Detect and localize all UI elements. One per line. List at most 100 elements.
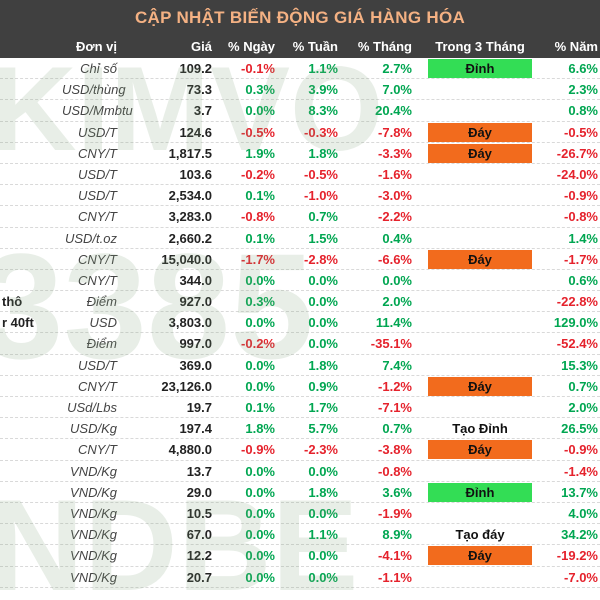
trend-3-month-cell <box>428 313 532 332</box>
price-cell: 23,126.0 <box>161 378 212 394</box>
trend-3-month-cell: Đáy <box>428 546 532 566</box>
week-change-cell: 1.8% <box>308 357 338 373</box>
month-change-cell: -0.8% <box>378 463 412 479</box>
day-change-cell: 0.0% <box>245 272 275 288</box>
unit-cell: VND/Kg <box>70 484 117 500</box>
commodity-name <box>0 164 64 185</box>
table-row[interactable]: VND/Kg 67.0 0.0% 1.1% 8.9% Tạo đáy 34.2% <box>0 524 600 546</box>
header-unit[interactable]: Đơn vị <box>75 39 117 54</box>
week-change-cell: 1.8% <box>308 145 338 161</box>
price-cell: 927.0 <box>179 294 212 310</box>
trend-3-month-cell <box>428 229 532 248</box>
week-change-cell: 0.9% <box>308 378 338 394</box>
unit-cell: CNY/T <box>78 145 117 161</box>
table-row[interactable]: USD/Kg 197.4 1.8% 5.7% 0.7% Tạo Đỉnh 26.5% <box>0 418 600 440</box>
table-row[interactable]: USd/Lbs 19.7 0.1% 1.7% -7.1% 2.0% <box>0 397 600 419</box>
month-change-cell: 7.4% <box>382 357 412 373</box>
price-cell: 2,660.2 <box>168 230 212 246</box>
table-row[interactable]: VND/Kg 29.0 0.0% 1.8% 3.6% Đỉnh 13.7% <box>0 482 600 503</box>
table-row[interactable]: VND/Kg 12.2 0.0% 0.0% -4.1% Đáy -19.2% <box>0 545 600 567</box>
week-change-cell: -0.3% <box>304 124 338 140</box>
month-change-cell: 0.7% <box>382 421 412 437</box>
month-change-cell: -3.8% <box>378 442 412 458</box>
month-change-cell: 0.4% <box>382 230 412 246</box>
header-week-change[interactable]: % Tuần <box>292 39 338 54</box>
table-row[interactable]: VND/Kg 20.7 0.0% 0.0% -1.1% -7.0% <box>0 567 600 588</box>
table-row[interactable]: CNY/T 3,283.0 -0.8% 0.7% -2.2% -0.8% <box>0 206 600 228</box>
week-change-cell: 0.0% <box>308 463 338 479</box>
unit-cell: Điểm <box>86 336 117 352</box>
commodity-name <box>0 228 64 249</box>
table-row[interactable]: USD/T 2,534.0 0.1% -1.0% -3.0% -0.9% <box>0 185 600 207</box>
year-change-cell: -7.0% <box>564 569 598 585</box>
price-cell: 197.4 <box>179 421 212 437</box>
trend-3-month-cell: Tạo Đỉnh <box>452 421 508 437</box>
header-month-change[interactable]: % Tháng <box>357 39 412 54</box>
header-year-change[interactable]: % Năm <box>554 39 598 54</box>
unit-cell: VND/Kg <box>70 463 117 479</box>
day-change-cell: -0.9% <box>241 442 275 458</box>
day-change-cell: -0.8% <box>241 209 275 225</box>
month-change-cell: -1.6% <box>378 166 412 182</box>
title-bar: CẬP NHẬT BIẾN ĐỘNG GIÁ HÀNG HÓA <box>0 0 600 36</box>
table-row[interactable]: USD/t.oz 2,660.2 0.1% 1.5% 0.4% 1.4% <box>0 228 600 249</box>
week-change-cell: 0.0% <box>308 272 338 288</box>
table-row[interactable]: CNY/T 344.0 0.0% 0.0% 0.0% 0.6% <box>0 270 600 292</box>
table-row[interactable]: USD/T 124.6 -0.5% -0.3% -7.8% Đáy -0.5% <box>0 122 600 143</box>
month-change-cell: -7.1% <box>378 400 412 415</box>
unit-cell: CNY/T <box>78 209 117 225</box>
day-change-cell: 1.8% <box>245 421 275 437</box>
week-change-cell: 0.0% <box>308 294 338 310</box>
week-change-cell: 0.0% <box>308 505 338 521</box>
header-3-month-trend[interactable]: Trong 3 Tháng <box>435 39 525 54</box>
table-row[interactable]: VND/Kg 13.7 0.0% 0.0% -0.8% -1.4% <box>0 461 600 482</box>
table-row[interactable]: r 40ft USD 3,803.0 0.0% 0.0% 11.4% 129.0% <box>0 312 600 334</box>
table-row[interactable]: Điểm 997.0 -0.2% 0.0% -35.1% -52.4% <box>0 333 600 355</box>
day-change-cell: 0.0% <box>245 505 275 521</box>
price-cell: 15,040.0 <box>161 251 212 267</box>
table-row[interactable]: CNY/T 23,126.0 0.0% 0.9% -1.2% Đáy 0.7% <box>0 376 600 397</box>
trend-3-month-cell <box>428 398 532 417</box>
table-row[interactable]: CNY/T 1,817.5 1.9% 1.8% -3.3% Đáy -26.7% <box>0 143 600 164</box>
trend-3-month-cell <box>428 80 532 99</box>
week-change-cell: 1.7% <box>308 400 338 415</box>
year-change-cell: -0.8% <box>564 209 598 225</box>
year-change-cell: -52.4% <box>556 336 598 352</box>
commodity-name <box>0 567 64 588</box>
commodity-name <box>0 355 64 376</box>
trend-3-month-cell <box>428 292 532 311</box>
table-row[interactable]: VND/Kg 10.5 0.0% 0.0% -1.9% 4.0% <box>0 503 600 525</box>
year-change-cell: 15.3% <box>561 357 598 373</box>
commodity-name <box>0 503 64 524</box>
price-cell: 10.5 <box>186 505 212 521</box>
table-row[interactable]: CNY/T 4,880.0 -0.9% -2.3% -3.8% Đáy -0.9% <box>0 439 600 461</box>
month-change-cell: 2.7% <box>382 61 412 76</box>
day-change-cell: 0.1% <box>245 188 275 204</box>
unit-cell: USD/T <box>78 166 117 182</box>
month-change-cell: 0.0% <box>382 272 412 288</box>
table-row[interactable]: USD/Mmbtu 3.7 0.0% 8.3% 20.4% 0.8% <box>0 100 600 122</box>
table-row[interactable]: thô Điểm 927.0 0.3% 0.0% 2.0% -22.8% <box>0 291 600 313</box>
table-row[interactable]: USD/T 103.6 -0.2% -0.5% -1.6% -24.0% <box>0 164 600 186</box>
month-change-cell: -7.8% <box>378 124 412 140</box>
trend-3-month-cell: Tạo đáy <box>455 527 505 543</box>
table-row[interactable]: USD/T 369.0 0.0% 1.8% 7.4% 15.3% <box>0 355 600 376</box>
price-cell: 3,803.0 <box>168 315 212 331</box>
week-change-cell: 0.0% <box>308 315 338 331</box>
price-cell: 67.0 <box>186 527 212 543</box>
price-cell: 997.0 <box>179 336 212 352</box>
table-row[interactable]: Chỉ số 109.2 -0.1% 1.1% 2.7% Đỉnh 6.6% <box>0 58 600 80</box>
table-row[interactable]: CNY/T 15,040.0 -1.7% -2.8% -6.6% Đáy -1.7% <box>0 249 600 270</box>
year-change-cell: 2.3% <box>568 82 598 98</box>
commodity-name <box>0 482 64 503</box>
day-change-cell: 0.1% <box>245 230 275 246</box>
month-change-cell: -1.9% <box>378 505 412 521</box>
header-day-change[interactable]: % Ngày <box>228 39 275 54</box>
table-row[interactable]: USD/thùng 73.3 0.3% 3.9% 7.0% 2.3% <box>0 79 600 101</box>
week-change-cell: 0.0% <box>308 569 338 585</box>
year-change-cell: -0.9% <box>564 188 598 204</box>
header-price[interactable]: Giá <box>191 39 212 54</box>
commodity-name <box>0 545 64 566</box>
week-change-cell: -1.0% <box>304 188 338 204</box>
